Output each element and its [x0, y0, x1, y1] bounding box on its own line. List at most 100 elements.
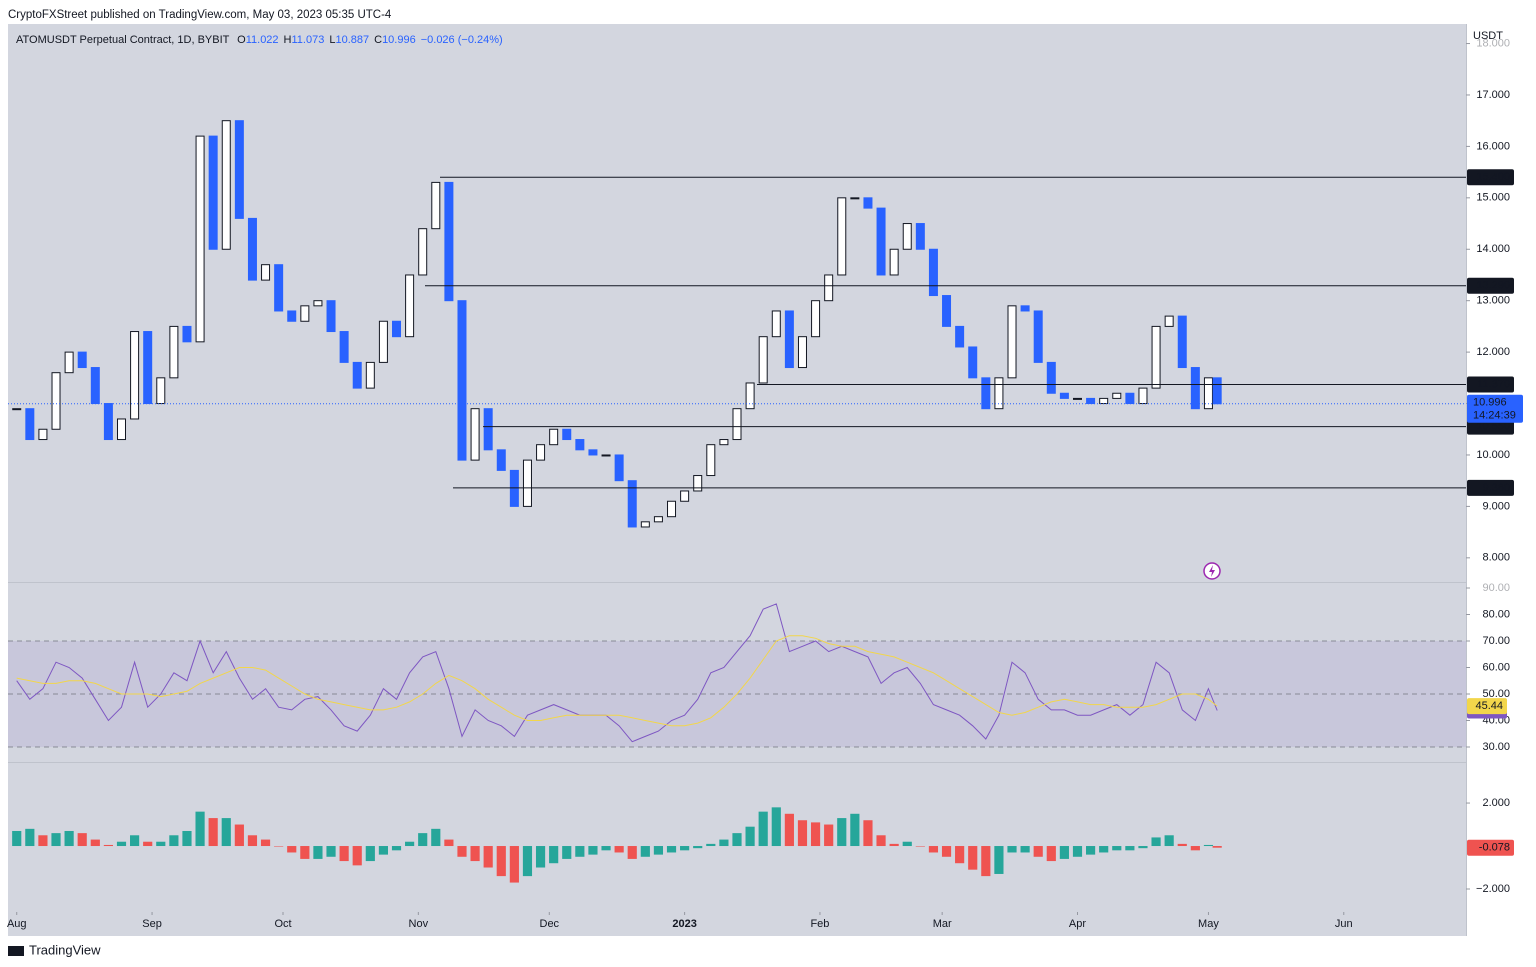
histogram-bar: [941, 846, 952, 857]
ohlc-key: O: [237, 34, 246, 46]
histogram-bar: [1177, 843, 1187, 847]
histogram-bar: [38, 835, 48, 847]
candle: [418, 228, 428, 276]
y-tick-label: 2.000: [1482, 797, 1510, 809]
histogram-bar: [1072, 846, 1083, 857]
level-label: 9.360: [1482, 482, 1510, 494]
last-price-box: [1467, 394, 1523, 423]
y-tick-label: 70.00: [1482, 635, 1510, 647]
macd-value-box: [1467, 839, 1514, 856]
candle: [182, 325, 192, 343]
histogram-bar: [391, 846, 402, 851]
histogram-bar: [614, 846, 624, 853]
histogram-bar: [169, 835, 179, 847]
histogram-bar: [824, 824, 834, 847]
candle: [771, 310, 781, 338]
level-label: 11.370: [1477, 378, 1510, 390]
candle: [902, 223, 912, 250]
candle: [352, 361, 362, 389]
histogram-bar: [1203, 844, 1214, 847]
histogram-bar: [549, 846, 559, 864]
histogram-bar: [706, 843, 716, 847]
alert-icon[interactable]: [1203, 562, 1221, 580]
histogram-bar: [339, 846, 349, 862]
candle: [1212, 377, 1222, 405]
histogram-bar: [522, 846, 533, 877]
histogram-bar: [758, 811, 768, 847]
candle: [208, 135, 218, 250]
candle: [247, 217, 257, 281]
candle: [653, 516, 663, 523]
y-tick-label: 9.000: [1482, 500, 1510, 512]
histogram-bar: [863, 820, 873, 847]
candle: [470, 408, 480, 461]
candle: [811, 300, 821, 338]
candle: [1164, 315, 1174, 327]
x-tick-label: Dec: [540, 918, 560, 930]
histogram-bar: [208, 818, 218, 847]
rsi-line: [16, 635, 1218, 727]
histogram-bar: [25, 828, 35, 847]
histogram-bar: [627, 846, 637, 859]
histogram-bar: [732, 833, 742, 847]
histogram-bar: [470, 846, 480, 862]
candle: [287, 310, 297, 322]
rsi-value-label: 45.44: [1475, 700, 1503, 712]
histogram-bar: [444, 839, 454, 847]
candle: [1177, 315, 1187, 369]
histogram-bar: [955, 846, 965, 864]
candle: [326, 300, 336, 333]
candle: [640, 521, 650, 528]
candle: [614, 454, 624, 482]
candle: [1151, 325, 1161, 389]
histogram-bar: [601, 846, 611, 851]
histogram-bar: [889, 843, 899, 847]
candle: [38, 428, 48, 441]
x-tick-label: May: [1198, 918, 1219, 930]
candle: [1007, 305, 1017, 379]
histogram-bar: [1190, 846, 1200, 851]
histogram-bar: [509, 846, 519, 883]
candle: [758, 336, 768, 384]
histogram-bar: [130, 835, 140, 847]
x-tick-label: Nov: [409, 918, 429, 930]
candle: [575, 439, 585, 451]
candle: [994, 377, 1004, 410]
histogram-bar: [745, 826, 755, 847]
histogram-bar: [1046, 846, 1056, 862]
y-tick-label: −2.000: [1476, 883, 1510, 895]
histogram-bar: [693, 846, 703, 849]
candle: [313, 300, 323, 307]
histogram-bar: [431, 828, 441, 847]
histogram-bar: [260, 839, 271, 847]
y-tick-label: 18.000: [1476, 37, 1510, 49]
histogram-bar: [352, 846, 362, 866]
ohlc-value: 11.022: [246, 34, 279, 46]
candle: [522, 459, 532, 507]
candle: [536, 444, 546, 461]
histogram-bar: [221, 818, 231, 847]
brand-name: TradingView: [29, 942, 101, 957]
histogram-bar: [876, 835, 886, 847]
histogram-bar: [483, 846, 493, 868]
histogram-bar: [902, 841, 912, 847]
candle: [143, 331, 153, 405]
level-label-box: [1467, 277, 1514, 294]
candle: [549, 428, 559, 446]
histogram-bar: [981, 846, 991, 877]
histogram-bar: [1007, 846, 1017, 853]
candle: [732, 408, 742, 441]
histogram-bar: [1020, 846, 1030, 853]
histogram-bar: [247, 835, 258, 847]
histogram-bar: [143, 841, 153, 847]
histogram-bar: [365, 846, 375, 862]
histogram-bar: [313, 846, 323, 859]
y-tick-label: 8.000: [1482, 552, 1510, 564]
histogram-bar: [418, 833, 428, 847]
macd-value-label: -0.078: [1479, 842, 1510, 854]
histogram-bar: [666, 846, 677, 853]
histogram-bar: [1086, 846, 1096, 855]
x-tick-label: Jun: [1335, 918, 1353, 930]
histogram-bar: [1212, 846, 1222, 848]
level-label-box: [1467, 376, 1514, 393]
